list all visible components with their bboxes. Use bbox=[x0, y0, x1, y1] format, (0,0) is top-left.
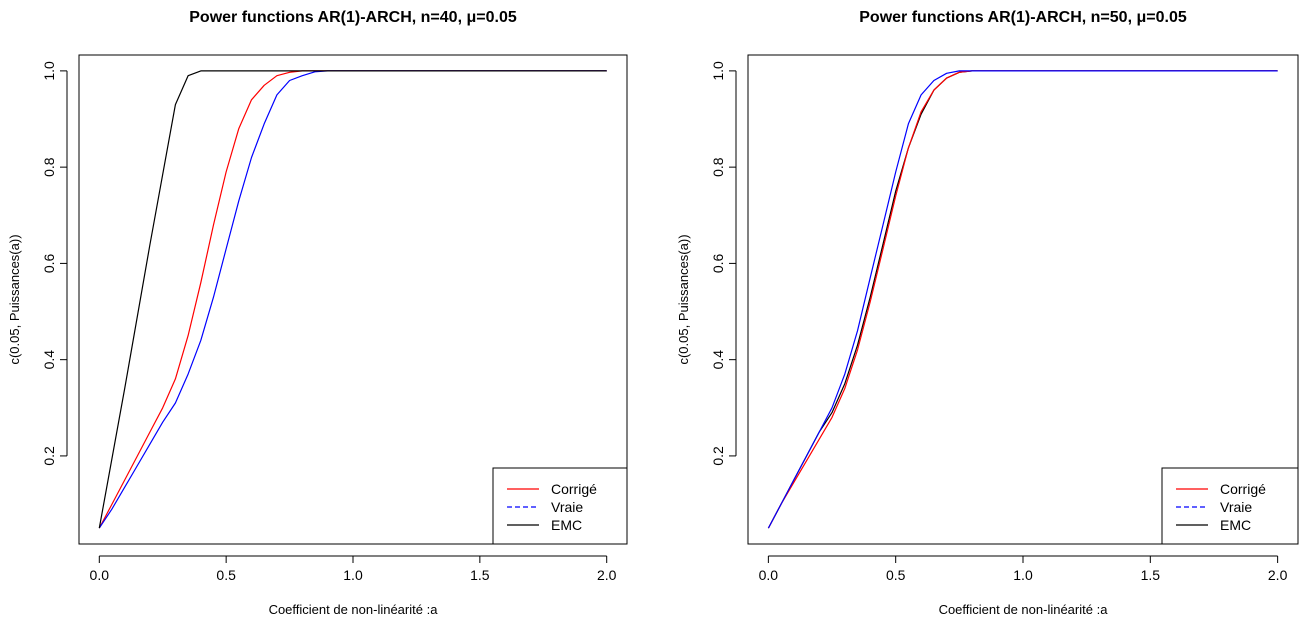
legend-label: Corrigé bbox=[551, 481, 597, 497]
legend-box bbox=[492, 467, 628, 545]
x-tick-label: 1.0 bbox=[1013, 567, 1033, 583]
legend: Corrigé Vraie EMC bbox=[492, 467, 628, 545]
series-line-emc bbox=[767, 70, 1278, 529]
chart-title: Power functions AR(1)-ARCH, n=50, μ=0.05 bbox=[859, 9, 1187, 26]
series-line-emc bbox=[98, 70, 607, 529]
y-tick-label: 0.6 bbox=[41, 253, 57, 273]
x-tick-label: 1.0 bbox=[343, 567, 363, 583]
series-line-vraie bbox=[98, 70, 607, 529]
y-tick-label: 0.4 bbox=[710, 350, 726, 370]
x-tick-label: 1.5 bbox=[470, 567, 490, 583]
chart-panel-1: Power functions AR(1)-ARCH, n=40, μ=0.05… bbox=[7, 9, 628, 617]
plot-frame bbox=[747, 54, 1299, 545]
x-tick-label: 0.5 bbox=[886, 567, 906, 583]
x-tick-label: 1.5 bbox=[1141, 567, 1161, 583]
legend-label: Vraie bbox=[1220, 499, 1252, 515]
legend-label: EMC bbox=[1220, 517, 1251, 533]
legend-label: Vraie bbox=[551, 499, 583, 515]
y-tick-label: 0.8 bbox=[710, 157, 726, 177]
series-line-corrig- bbox=[767, 70, 1278, 529]
legend: Corrigé Vraie EMC bbox=[1161, 467, 1299, 545]
legend-label: EMC bbox=[551, 517, 582, 533]
plot-frame bbox=[78, 54, 628, 545]
legend-label: Corrigé bbox=[1220, 481, 1266, 497]
x-axis-label: Coefficient de non-linéarité :a bbox=[269, 602, 439, 617]
x-tick-label: 2.0 bbox=[1268, 567, 1288, 583]
legend-box bbox=[1161, 467, 1299, 545]
chart-panel-2: Power functions AR(1)-ARCH, n=50, μ=0.05… bbox=[676, 9, 1299, 617]
y-tick-label: 0.4 bbox=[41, 350, 57, 370]
y-axis-label: c(0.05, Puissances(a)) bbox=[7, 234, 22, 364]
y-tick-label: 0.8 bbox=[41, 157, 57, 177]
y-tick-label: 1.0 bbox=[41, 61, 57, 81]
y-tick-label: 0.6 bbox=[710, 253, 726, 273]
y-tick-label: 0.2 bbox=[710, 446, 726, 466]
y-axis-label: c(0.05, Puissances(a)) bbox=[676, 234, 691, 364]
x-tick-label: 2.0 bbox=[597, 567, 617, 583]
x-tick-label: 0.0 bbox=[759, 567, 779, 583]
chart-title: Power functions AR(1)-ARCH, n=40, μ=0.05 bbox=[189, 9, 517, 26]
x-tick-label: 0.5 bbox=[216, 567, 236, 583]
x-tick-label: 0.0 bbox=[90, 567, 110, 583]
series-line-corrig- bbox=[98, 70, 607, 529]
y-tick-label: 0.2 bbox=[41, 446, 57, 466]
y-tick-label: 1.0 bbox=[710, 61, 726, 81]
x-axis-label: Coefficient de non-linéarité :a bbox=[939, 602, 1109, 617]
series-line-vraie bbox=[767, 70, 1278, 529]
